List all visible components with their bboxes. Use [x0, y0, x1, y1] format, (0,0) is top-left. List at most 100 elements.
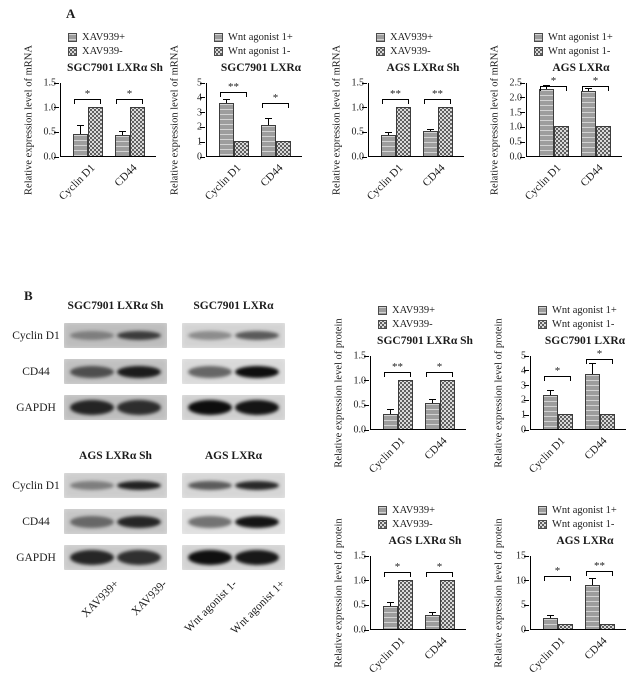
x-axis-labels: Cyclin D1 CD44 — [22, 157, 176, 207]
y-axis-ticks: 0 1 2 3 4 5 — [182, 78, 206, 163]
error-bar-cap — [429, 611, 436, 613]
tick-mark — [200, 112, 205, 114]
error-bar-cap — [589, 577, 596, 579]
tick-mark — [524, 414, 529, 416]
error-bar — [390, 602, 391, 606]
y-axis-ticks: 0 1 2 3 4 5 — [506, 351, 530, 436]
chart-legend: XAV939+ XAV939- — [376, 32, 484, 57]
tick-mark — [362, 156, 367, 158]
blot-row: GAPDH — [8, 395, 330, 420]
tick-mark — [364, 629, 369, 631]
legend-swatch-icon — [538, 306, 547, 315]
protein-band — [235, 331, 279, 340]
error-bar-cap — [119, 131, 126, 133]
chart-body: Relative expression level of protein 0.0 0… — [332, 518, 486, 668]
bar-chart-a-sgc7901-mrna: Wnt agonist 1+ Wnt agonist 1- SGC7901 LXRα… — [168, 32, 322, 207]
blot-row: GAPDH — [8, 545, 330, 570]
bar — [581, 90, 596, 156]
chart-title: SGC7901 LXRα — [220, 62, 302, 74]
chart-legend: Wnt agonist 1+ Wnt agonist 1- — [538, 305, 644, 330]
error-bar-cap — [589, 362, 596, 364]
plot-area: * * — [54, 82, 156, 158]
bar — [558, 414, 573, 429]
protein-band — [70, 550, 114, 565]
legend-label: Wnt agonist 1+ — [552, 505, 617, 516]
significance-stars: ** — [392, 360, 403, 373]
significance-stars: * — [554, 565, 561, 577]
legend-label: XAV939+ — [392, 305, 436, 316]
significance-stars: * — [596, 348, 603, 360]
x-category-label: CD44 — [422, 435, 450, 463]
legend-label: Wnt agonist 1- — [552, 519, 615, 530]
x-category-label: Cyclin D1 — [56, 162, 98, 203]
bar-chart-a-ags-sh-mrna: XAV939+ XAV939- AGS LXRα Sh Relative expres… — [330, 32, 484, 207]
tick-label: 0.0 — [43, 151, 57, 163]
blot-lane-image — [64, 545, 167, 570]
x-category-label: CD44 — [578, 162, 606, 190]
bar — [600, 624, 615, 629]
significance-stars: ** — [228, 80, 239, 93]
tick-label: 5 — [521, 600, 526, 611]
legend-label: XAV939- — [392, 319, 433, 330]
chart-legend: XAV939+ XAV939- — [68, 32, 176, 57]
y-axis-ticks: 0.0 0.5 1.0 1.5 — [346, 551, 370, 636]
significance-stars: ** — [390, 87, 401, 100]
tick-label: 1.5 — [353, 550, 367, 562]
plot-area: * * — [524, 349, 626, 431]
plot-area: ** ** — [362, 82, 464, 158]
error-bar — [226, 99, 227, 103]
bar — [383, 605, 398, 629]
spacer — [8, 450, 64, 462]
chart-body: Relative expression level of mRNA 0.0 0.5 1… — [488, 45, 642, 195]
blot-lane-image — [182, 509, 285, 534]
error-bar — [268, 119, 269, 125]
blot-row-label: CD44 — [22, 365, 50, 378]
x-category-label: Cyclin D1 — [366, 435, 408, 476]
plot-area: *** — [364, 355, 466, 431]
blot-row: CD44 — [8, 509, 330, 534]
y-axis-label: Relative expression level of mRNA — [168, 45, 182, 195]
chart-title: AGS LXRα Sh — [386, 62, 460, 74]
significance-stars: * — [436, 560, 443, 573]
blot-row-label: CD44 — [22, 515, 50, 528]
bar — [438, 106, 453, 156]
bar — [425, 402, 440, 429]
tick-mark — [364, 380, 369, 382]
bar — [440, 579, 455, 629]
bar — [234, 141, 249, 156]
tick-label: 1.0 — [353, 375, 367, 387]
protein-band — [188, 331, 232, 340]
tick-mark — [200, 156, 205, 158]
legend-item: Wnt agonist 1+ — [214, 32, 322, 43]
bar — [383, 414, 398, 429]
tick-label: 1 — [521, 410, 526, 421]
tick-label: 1.0 — [43, 102, 57, 114]
y-axis-ticks: 0.0 0.5 1.0 1.5 — [36, 78, 60, 163]
significance-bracket — [426, 371, 453, 377]
bar — [115, 135, 130, 156]
x-category-label: Cyclin D1 — [366, 635, 408, 676]
protein-band — [70, 515, 114, 528]
chart-title: AGS LXRα — [556, 535, 614, 547]
blot-row-label: Cyclin D1 — [12, 329, 60, 342]
bar — [539, 89, 554, 156]
blot-lane-label: Wnt agonist 1- — [182, 578, 240, 635]
tick-mark — [524, 629, 529, 631]
significance-bracket — [424, 98, 451, 104]
blot-lane-image — [64, 359, 167, 384]
bar — [398, 579, 413, 629]
legend-item: XAV939- — [378, 519, 486, 530]
legend-swatch-icon — [376, 33, 385, 42]
tick-mark — [524, 429, 529, 431]
error-bar — [546, 86, 547, 90]
significance-stars: * — [550, 75, 557, 87]
panel-b-label: B — [24, 288, 34, 303]
bar — [558, 624, 573, 629]
tick-mark — [524, 370, 529, 372]
bar — [398, 379, 413, 429]
legend-label: XAV939+ — [390, 32, 434, 43]
protein-band — [235, 365, 279, 378]
plot-area: *** — [200, 80, 302, 158]
legend-item: XAV939- — [68, 46, 176, 57]
tick-label: 2.0 — [509, 92, 523, 104]
